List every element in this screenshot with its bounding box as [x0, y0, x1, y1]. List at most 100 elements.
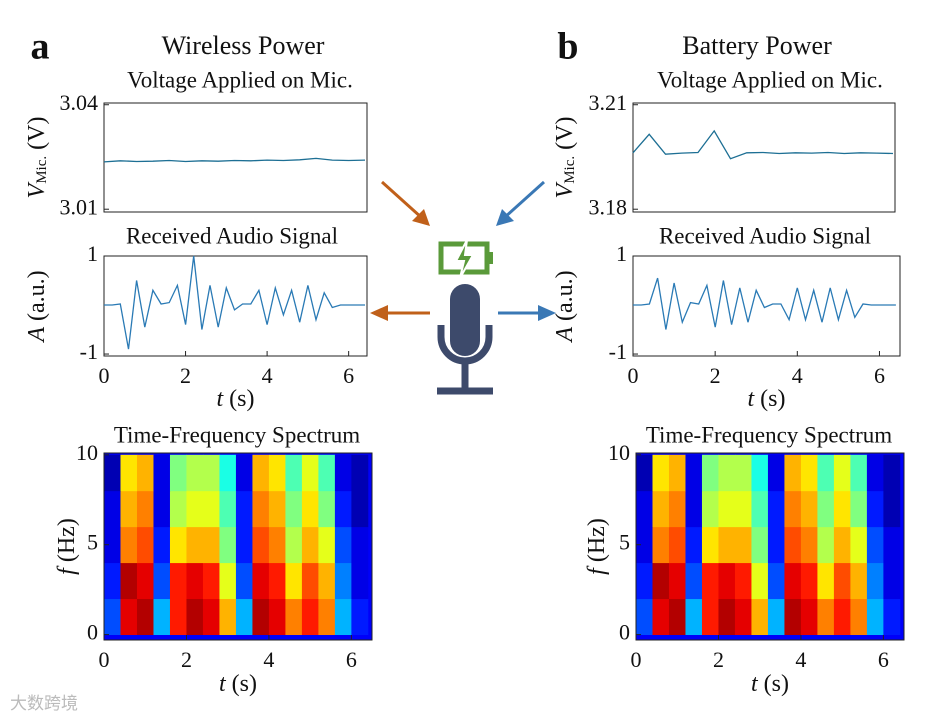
heat-cell [219, 598, 237, 636]
heat-cell [252, 490, 270, 528]
heat-cell [120, 562, 138, 600]
heat-cell [817, 454, 835, 492]
signal-line [632, 129, 894, 160]
heat-cell [235, 598, 253, 636]
heat-cell [800, 526, 818, 564]
heat-cell [235, 562, 253, 600]
heat-cell [120, 454, 138, 492]
y-label-symbol: f [584, 565, 610, 575]
y-axis-label: A (a.u.) [552, 270, 578, 343]
x-tick-label: 6 [346, 647, 357, 672]
heat-cell [120, 490, 138, 528]
heat-cell [334, 454, 352, 492]
heat-cell [883, 454, 901, 492]
heat-cell [136, 454, 154, 492]
watermark: 大数跨境 [10, 694, 78, 714]
x-tick-label: 0 [99, 647, 110, 672]
battery-icon [438, 239, 493, 279]
heat-cell [652, 562, 670, 600]
heat-cell [668, 562, 686, 600]
heat-cell [153, 490, 171, 528]
heat-cell [668, 526, 686, 564]
y-label-symbol: f [54, 565, 80, 575]
x-label-symbol: t [748, 386, 756, 412]
heat-cell [186, 562, 204, 600]
y-tick-label: 3.04 [60, 90, 99, 115]
heat-cell [104, 454, 121, 492]
heat-cell [104, 526, 121, 564]
heat-cell [668, 598, 686, 636]
heat-cell [817, 598, 835, 636]
heat-cell [751, 490, 769, 528]
y-label-symbol: V [552, 181, 578, 198]
x-tick-label: 2 [180, 363, 191, 388]
heat-cell [636, 526, 653, 564]
y-tick-label: 1 [87, 241, 98, 266]
heat-cell [800, 490, 818, 528]
arrow-head [412, 209, 430, 226]
y-label-unit: (Hz) [54, 518, 80, 562]
heat-cell [784, 598, 802, 636]
heat-cell [153, 454, 171, 492]
heat-cell [751, 562, 769, 600]
heat-cell [701, 526, 719, 564]
y-tick-label: 3.21 [589, 90, 628, 115]
heat-cell [351, 562, 369, 600]
heat-cell [800, 454, 818, 492]
heat-cell [334, 598, 352, 636]
heat-cell [718, 598, 736, 636]
x-tick-label: 2 [181, 647, 192, 672]
heat-cell [718, 490, 736, 528]
y-label-subscript: Mic. [562, 156, 578, 184]
x-tick-label: 6 [874, 363, 885, 388]
heat-cell [301, 562, 319, 600]
heat-cell [883, 562, 901, 600]
heat-cell [153, 598, 171, 636]
heat-cell [268, 490, 286, 528]
y-tick-label: -1 [609, 339, 627, 364]
heat-cell [136, 526, 154, 564]
heat-cell [850, 490, 868, 528]
heat-cell [252, 562, 270, 600]
x-tick-label: 4 [263, 647, 274, 672]
heat-cell [268, 598, 286, 636]
heat-cell [334, 490, 352, 528]
heat-cell [751, 526, 769, 564]
heat-cell [169, 562, 187, 600]
heat-cell [351, 490, 369, 528]
chart-title: Time-Frequency Spectrum [114, 422, 360, 447]
heat-cell [186, 526, 204, 564]
heat-cell [351, 526, 369, 564]
heat-cell [685, 490, 703, 528]
heat-cell [734, 526, 752, 564]
heat-cell [268, 562, 286, 600]
heat-cell [701, 562, 719, 600]
heat-cell [202, 454, 220, 492]
x-label-unit: (s) [764, 671, 789, 697]
heat-cell [718, 562, 736, 600]
signal-line [103, 157, 366, 163]
heat-cell [800, 562, 818, 600]
heat-cell [104, 490, 121, 528]
chart-title: Time-Frequency Spectrum [646, 422, 892, 447]
heat-cell [285, 526, 303, 564]
y-label-unit: (V) [552, 117, 578, 150]
arrow-head [538, 305, 556, 321]
heat-cell [718, 454, 736, 492]
x-label-symbol: t [751, 671, 759, 697]
arrow [502, 180, 546, 220]
chart-title: Voltage Applied on Mic. [127, 67, 353, 92]
heat-cell [186, 454, 204, 492]
heat-cell [318, 562, 336, 600]
heat-cell [636, 562, 653, 600]
heat-cell [636, 454, 653, 492]
x-tick-label: 0 [99, 363, 110, 388]
mic-holder [437, 325, 493, 365]
heat-cell [767, 598, 785, 636]
heat-cell [866, 562, 884, 600]
y-tick-label: 0 [619, 620, 630, 645]
arrows [370, 180, 556, 321]
x-axis-label: t (s) [751, 671, 789, 697]
heat-cell [301, 598, 319, 636]
x-label-unit: (s) [229, 386, 254, 412]
